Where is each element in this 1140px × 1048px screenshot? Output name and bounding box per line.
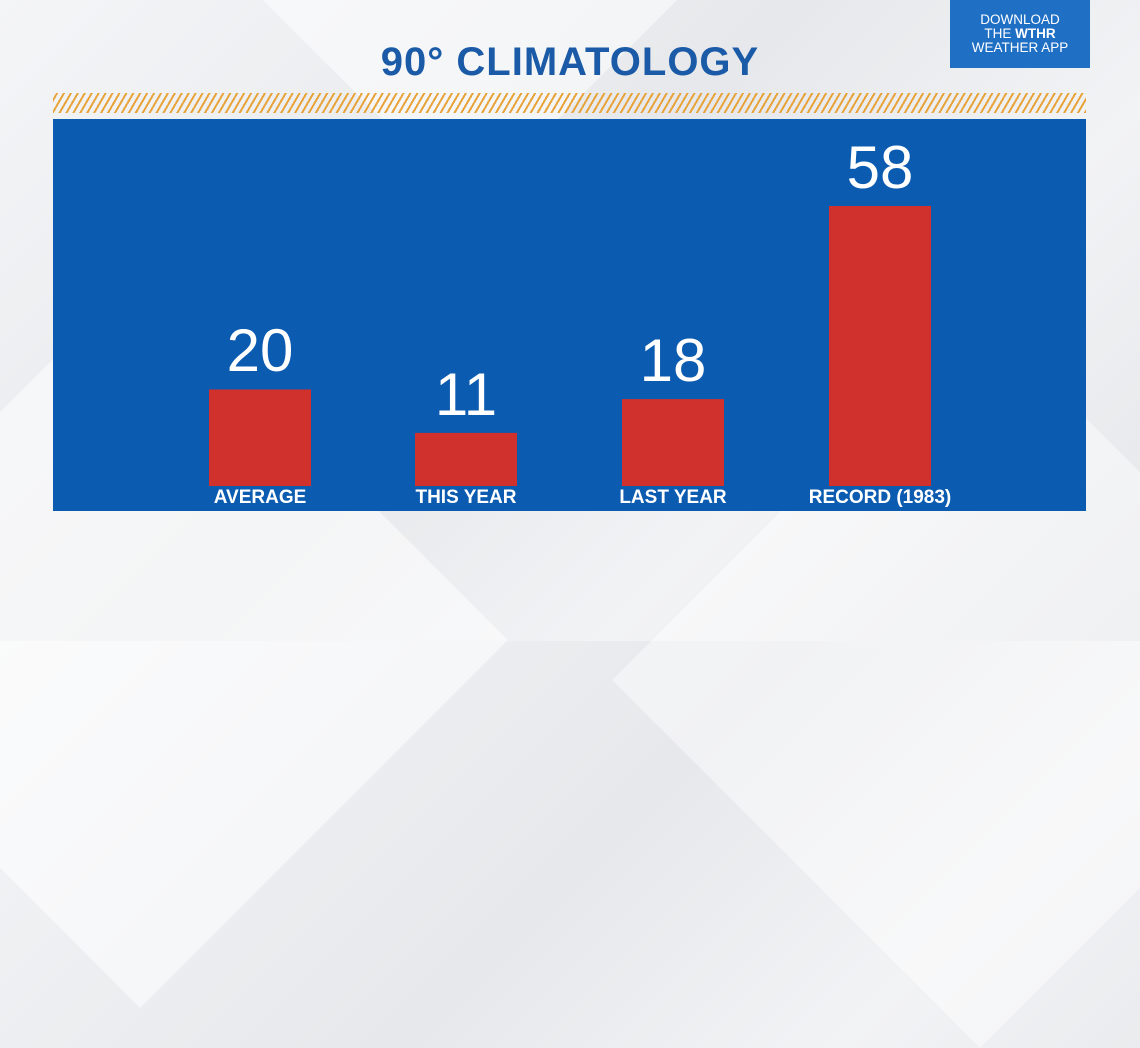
data-label: 58: [846, 134, 914, 201]
category-label: RECORD (1983): [808, 487, 952, 508]
badge-prefix: THE: [984, 26, 1016, 41]
data-label: 18: [639, 327, 707, 395]
chart-title: 90° CLIMATOLOGY: [380, 40, 760, 84]
hatch-divider: [53, 93, 1086, 113]
data-label: 11: [434, 360, 498, 428]
data-label: 20: [226, 317, 294, 385]
badge-line-weather-app: WEATHER APP: [971, 40, 1069, 55]
download-app-badge[interactable]: DOWNLOAD THE WTHR WEATHER APP: [950, 0, 1090, 68]
bar-record-1983: [829, 206, 931, 486]
badge-line-brand: THE WTHR: [950, 27, 1090, 41]
chart-panel: 20 AVERAGE 11 THIS YEAR 18 LAST YEAR 58 RECORD …: [53, 119, 1086, 511]
category-label: AVERAGE: [213, 487, 307, 508]
badge-brand-wthr: WTHR: [1015, 26, 1056, 41]
category-label: THIS YEAR: [415, 487, 517, 508]
badge-line-download: DOWNLOAD: [980, 12, 1060, 27]
bar-chart: [209, 206, 931, 486]
category-label: LAST YEAR: [619, 487, 727, 508]
bar-last-year: [622, 399, 724, 486]
bar-average: [209, 389, 311, 486]
bar-this-year: [415, 432, 517, 486]
